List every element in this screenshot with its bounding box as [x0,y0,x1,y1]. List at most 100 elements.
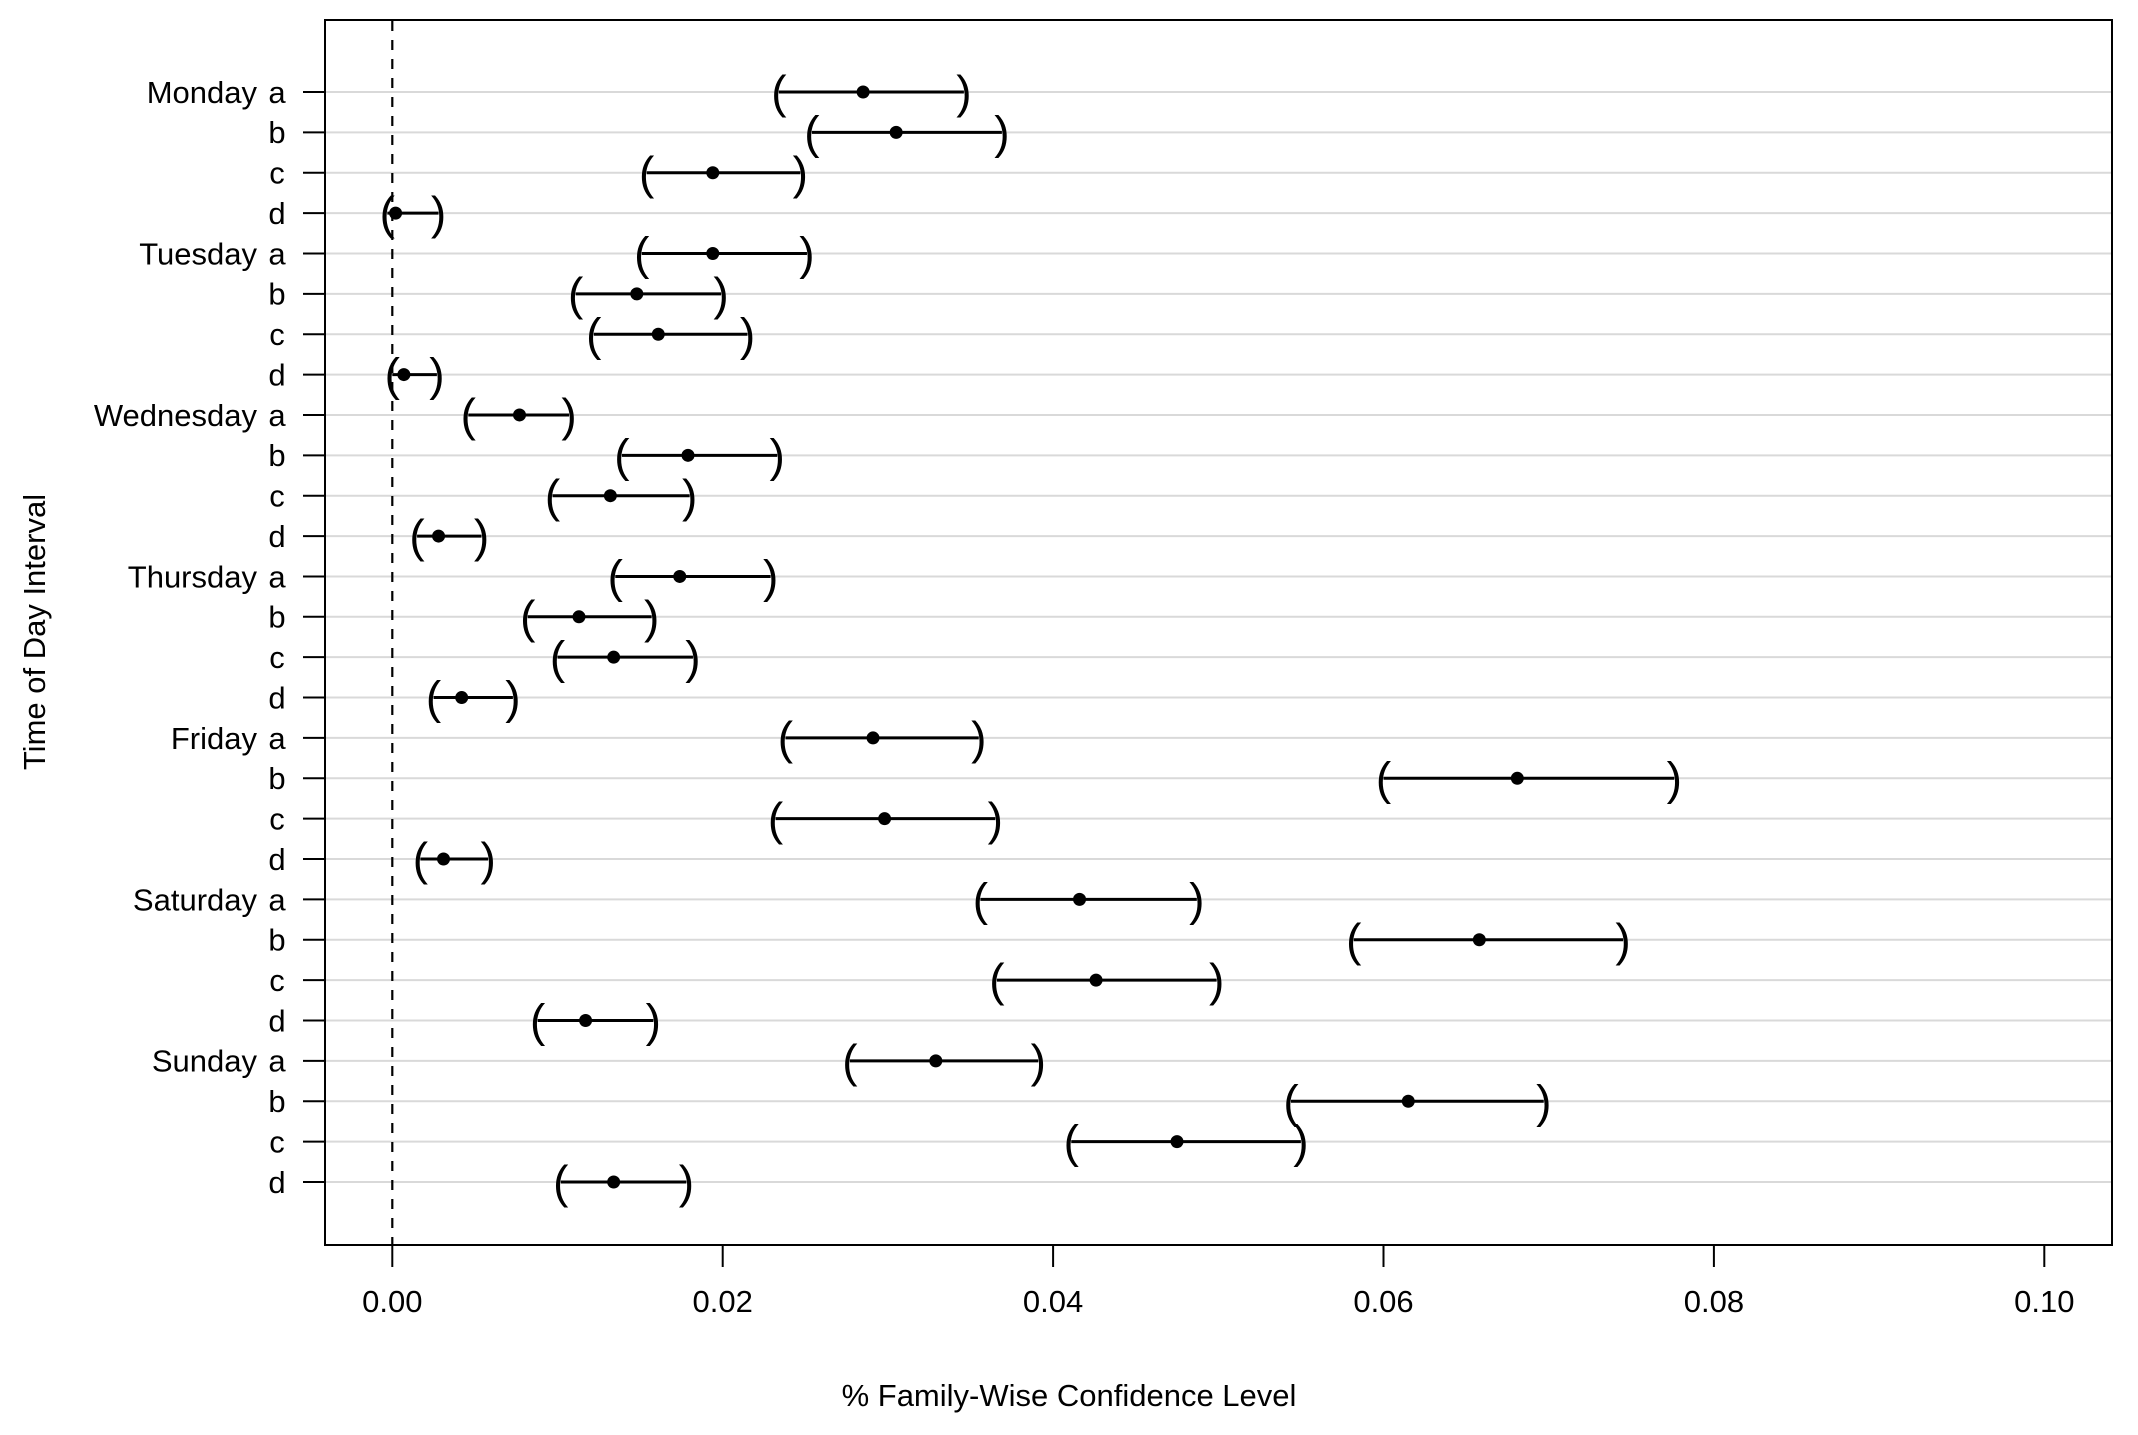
ci-lower-paren: ( [461,389,477,441]
x-tick-label: 0.04 [1023,1284,1083,1319]
ci-point [651,327,665,341]
interval-label: b [268,923,285,958]
ci-upper-paren: ) [679,1156,694,1208]
ci-point [1089,973,1103,987]
ci-point [1401,1094,1415,1108]
interval-label: d [268,842,285,877]
ci-upper-paren: ) [505,672,520,724]
ci-upper-paren: ) [713,268,728,320]
ci-upper-paren: ) [474,510,489,562]
ci-upper-paren: ) [480,833,495,885]
ci-point [1472,933,1486,947]
interval-label: d [268,1003,285,1038]
interval-label: a [268,75,286,110]
ci-lower-paren: ( [842,1035,858,1087]
ci-upper-paren: ) [1536,1075,1551,1127]
ci-upper-paren: ) [1031,1035,1046,1087]
ci-lower-paren: ( [614,429,630,481]
ci-point [1510,771,1524,785]
ci-lower-paren: ( [545,470,561,522]
ci-upper-paren: ) [682,470,697,522]
ci-upper-paren: ) [685,631,700,683]
ci-lower-paren: ( [530,995,546,1047]
interval-label: c [269,479,285,514]
ci-point [929,1054,943,1068]
interval-label: d [268,680,285,715]
ci-upper-paren: ) [646,995,661,1047]
ci-upper-paren: ) [740,308,755,360]
ci-point [706,166,720,180]
ci-upper-paren: ) [971,712,986,764]
ci-upper-paren: ) [644,591,659,643]
ci-lower-paren: ( [409,510,425,562]
ci-lower-paren: ( [385,349,401,401]
ci-point [513,408,527,422]
day-label: Monday [147,75,258,110]
ci-point [878,812,892,826]
ci-point [603,489,617,503]
ci-lower-paren: ( [550,631,566,683]
interval-label: c [269,963,285,998]
ci-lower-paren: ( [520,591,536,643]
x-axis-title: % Family-Wise Confidence Level [841,1378,1297,1413]
ci-lower-paren: ( [1376,752,1392,804]
ci-point [455,691,469,705]
ci-point [572,610,586,624]
ci-lower-paren: ( [1346,914,1362,966]
ci-upper-paren: ) [1293,1116,1308,1168]
day-label: Thursday [128,559,258,594]
ci-point [681,448,695,462]
ci-lower-paren: ( [553,1156,569,1208]
ci-lower-paren: ( [989,954,1005,1006]
ci-point [397,368,411,382]
ci-upper-paren: ) [956,66,971,118]
ci-point [630,287,644,301]
ci-point [579,1014,593,1028]
interval-label: b [268,600,285,635]
ci-lower-paren: ( [771,66,787,118]
ci-point [866,731,880,745]
interval-label: c [269,317,285,352]
interval-label: c [269,156,285,191]
interval-label: c [269,802,285,837]
interval-label: a [268,236,286,271]
interval-label: c [269,640,285,675]
day-label: Saturday [133,882,258,917]
interval-label: a [268,721,286,756]
interval-label: b [268,277,285,312]
ci-point [607,650,621,664]
day-label: Sunday [152,1044,258,1079]
interval-label: d [268,196,285,231]
interval-label: d [268,1165,285,1200]
ci-upper-paren: ) [770,429,785,481]
ci-point [607,1175,621,1189]
x-tick-label: 0.06 [1353,1284,1413,1319]
ci-lower-paren: ( [568,268,584,320]
ci-point [706,246,720,260]
ci-lower-paren: ( [413,833,429,885]
x-tick-label: 0.10 [2014,1284,2074,1319]
ci-upper-paren: ) [1189,874,1204,926]
ci-upper-paren: ) [988,793,1003,845]
ci-upper-paren: ) [431,187,446,239]
ci-lower-paren: ( [586,308,602,360]
ci-upper-paren: ) [561,389,576,441]
ci-upper-paren: ) [429,349,444,401]
ci-point [1170,1135,1184,1149]
plot-box [324,19,2113,1246]
day-label: Tuesday [139,236,257,271]
ci-upper-paren: ) [1209,954,1224,1006]
ci-upper-paren: ) [1667,752,1682,804]
ci-point [889,125,903,139]
day-label: Friday [171,721,258,756]
interval-label: d [268,357,285,392]
ci-upper-paren: ) [799,228,814,280]
ci-lower-paren: ( [380,187,396,239]
interval-label: b [268,761,285,796]
interval-label: c [269,1124,285,1159]
interval-label: b [268,1084,285,1119]
ci-point [856,85,870,99]
ci-lower-paren: ( [973,874,989,926]
ci-upper-paren: ) [793,147,808,199]
ci-lower-paren: ( [778,712,794,764]
